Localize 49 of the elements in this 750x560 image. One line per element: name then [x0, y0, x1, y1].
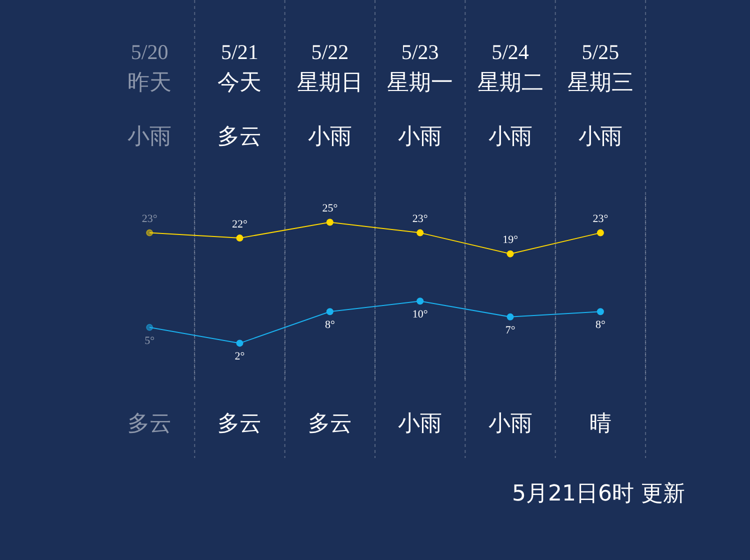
point	[416, 298, 424, 305]
x-tick-label: 5/24	[492, 40, 530, 64]
x-tick-label: 5/22	[311, 40, 349, 64]
data-label: 2°	[234, 350, 245, 363]
point	[326, 218, 334, 226]
data-label: 7°	[505, 324, 516, 336]
x-tick-label: 5/23	[401, 40, 439, 64]
data-label: 19°	[502, 234, 518, 246]
point	[236, 234, 244, 242]
text: 多云	[308, 412, 352, 437]
point	[326, 308, 334, 316]
text: 小雨	[578, 124, 622, 150]
point	[506, 250, 514, 258]
text: 星期三	[567, 70, 634, 96]
data-label: 23°	[592, 213, 608, 226]
point	[506, 313, 514, 320]
text: 今天	[218, 70, 262, 96]
text: 小雨	[398, 124, 442, 150]
text: 星期一	[387, 70, 454, 96]
data-label: 23°	[142, 213, 158, 226]
data-label: 10°	[412, 308, 428, 321]
point	[596, 308, 604, 316]
text: 星期二	[477, 70, 544, 96]
text: 多云	[128, 412, 172, 437]
text: 小雨	[398, 412, 442, 437]
text: 小雨	[308, 124, 352, 150]
data-label: 8°	[324, 319, 335, 332]
text: 小雨	[488, 412, 532, 437]
x-tick-label: 5/25	[582, 40, 620, 64]
text: 小雨	[128, 124, 172, 150]
text: 多云	[218, 124, 262, 150]
text: 多云	[218, 412, 262, 437]
text: 小雨	[488, 124, 532, 150]
x-tick-label: 5/21	[221, 40, 258, 64]
data-label: 8°	[596, 319, 606, 332]
point	[596, 229, 604, 236]
point	[146, 229, 154, 236]
point	[146, 324, 154, 331]
text: 5月21日6时 更新	[512, 482, 685, 507]
x-tick-label: 5/20	[130, 40, 168, 64]
data-label: 23°	[412, 213, 428, 226]
data-label: 5°	[144, 334, 154, 347]
text: 昨天	[128, 70, 172, 96]
data-label: 25°	[322, 202, 338, 215]
point	[416, 229, 424, 236]
text: 晴	[589, 412, 612, 437]
text: 星期日	[296, 70, 363, 96]
data-label: 22°	[232, 218, 248, 230]
point	[236, 340, 244, 347]
